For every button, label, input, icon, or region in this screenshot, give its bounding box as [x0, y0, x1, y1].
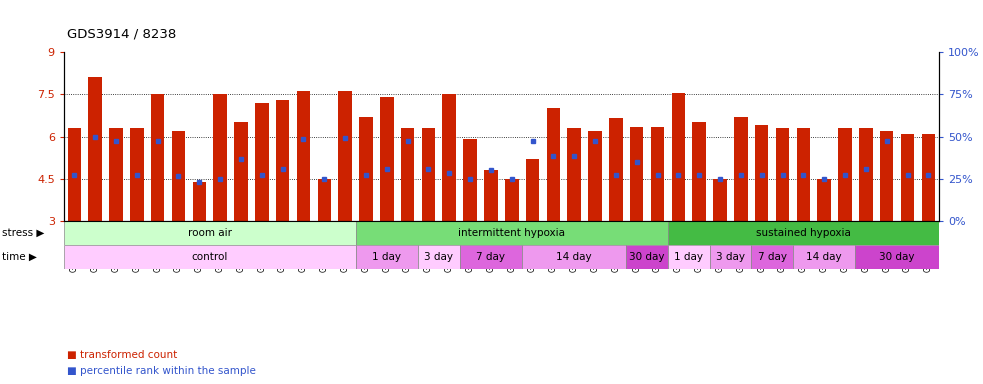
Bar [338, 91, 352, 221]
Bar [418, 245, 460, 269]
Bar [380, 97, 393, 221]
Bar [567, 128, 581, 221]
Text: 1 day: 1 day [674, 252, 703, 262]
Bar [751, 245, 793, 269]
Bar [356, 245, 418, 269]
Text: 3 day: 3 day [716, 252, 745, 262]
Bar [505, 179, 518, 221]
Bar [422, 128, 435, 221]
Bar [818, 179, 831, 221]
Bar [463, 139, 477, 221]
Bar [526, 159, 540, 221]
Bar [651, 127, 665, 221]
Bar [900, 134, 914, 221]
Bar [172, 131, 185, 221]
Bar [880, 131, 894, 221]
Bar [692, 122, 706, 221]
Bar [64, 245, 356, 269]
Bar [109, 128, 123, 221]
Bar [859, 128, 873, 221]
Text: 30 day: 30 day [880, 252, 915, 262]
Text: 30 day: 30 day [629, 252, 665, 262]
Text: room air: room air [188, 228, 232, 238]
Bar [150, 94, 164, 221]
Bar [68, 128, 81, 221]
Text: time ▶: time ▶ [2, 252, 36, 262]
Bar [855, 245, 939, 269]
Bar [193, 182, 206, 221]
Bar [668, 245, 710, 269]
Text: 7 day: 7 day [477, 252, 505, 262]
Bar [793, 245, 855, 269]
Bar [671, 93, 685, 221]
Bar [630, 127, 644, 221]
Bar [401, 128, 415, 221]
Text: 3 day: 3 day [425, 252, 453, 262]
Bar [710, 245, 751, 269]
Text: 1 day: 1 day [373, 252, 401, 262]
Text: sustained hypoxia: sustained hypoxia [756, 228, 851, 238]
Bar [356, 221, 668, 245]
Bar [485, 170, 497, 221]
Bar [714, 179, 726, 221]
Text: stress ▶: stress ▶ [2, 228, 44, 238]
Text: control: control [192, 252, 228, 262]
Bar [922, 134, 935, 221]
Text: intermittent hypoxia: intermittent hypoxia [458, 228, 565, 238]
Bar [318, 179, 331, 221]
Bar [442, 94, 456, 221]
Bar [213, 94, 227, 221]
Bar [359, 117, 373, 221]
Text: 14 day: 14 day [806, 252, 842, 262]
Bar [838, 128, 852, 221]
Bar [776, 128, 789, 221]
Bar [755, 125, 769, 221]
Text: 14 day: 14 day [556, 252, 592, 262]
Bar [588, 131, 602, 221]
Bar [522, 245, 626, 269]
Bar [88, 77, 102, 221]
Bar [609, 118, 622, 221]
Bar [668, 221, 939, 245]
Bar [234, 122, 248, 221]
Bar [734, 117, 748, 221]
Text: 7 day: 7 day [758, 252, 786, 262]
Text: GDS3914 / 8238: GDS3914 / 8238 [67, 27, 176, 40]
Bar [297, 91, 311, 221]
Bar [796, 128, 810, 221]
Bar [547, 108, 560, 221]
Bar [626, 245, 668, 269]
Bar [255, 103, 268, 221]
Bar [130, 128, 144, 221]
Text: ■ transformed count: ■ transformed count [67, 350, 177, 360]
Text: ■ percentile rank within the sample: ■ percentile rank within the sample [67, 366, 256, 376]
Bar [64, 221, 356, 245]
Bar [460, 245, 522, 269]
Bar [276, 100, 289, 221]
